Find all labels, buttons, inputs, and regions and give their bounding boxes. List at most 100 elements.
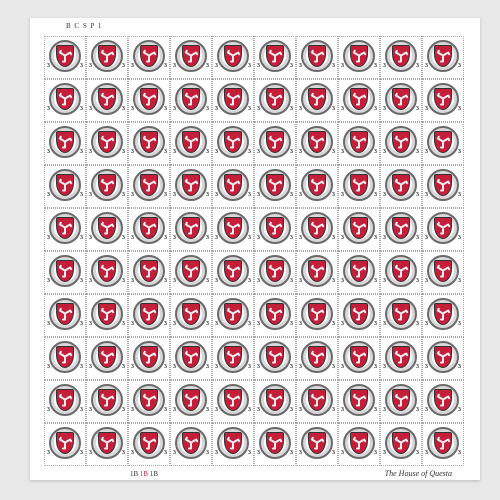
denom-left: 3 xyxy=(383,235,386,241)
denom-right: 3 xyxy=(332,450,335,456)
denom-left: 3 xyxy=(257,407,260,413)
denom-right: 3 xyxy=(80,278,83,284)
stamp: 3 3 xyxy=(212,79,254,122)
denom-right: 3 xyxy=(290,63,293,69)
denom-left: 3 xyxy=(215,321,218,327)
stamp: 3 3 xyxy=(254,380,296,423)
stamp: 3 3 xyxy=(170,208,212,251)
denom-left: 3 xyxy=(47,450,50,456)
stamp: 3 3 xyxy=(128,423,170,466)
denom-right: 3 xyxy=(164,364,167,370)
denom-left: 3 xyxy=(383,450,386,456)
stamp: 3 3 xyxy=(44,165,86,208)
stamp: 3 3 xyxy=(296,36,338,79)
denom-right: 3 xyxy=(248,278,251,284)
stamp: 3 3 xyxy=(296,79,338,122)
denom-left: 3 xyxy=(131,192,134,198)
denom-left: 3 xyxy=(425,192,428,198)
stamp: 3 3 xyxy=(296,208,338,251)
stamp: 3 3 xyxy=(254,251,296,294)
denom-left: 3 xyxy=(341,407,344,413)
stamp: 3 3 xyxy=(212,122,254,165)
denom-right: 3 xyxy=(332,106,335,112)
denom-right: 3 xyxy=(290,321,293,327)
denom-left: 3 xyxy=(215,106,218,112)
denom-right: 3 xyxy=(374,278,377,284)
stamp: 3 3 xyxy=(44,294,86,337)
stamp: 3 3 xyxy=(128,36,170,79)
stamp: 3 3 xyxy=(212,380,254,423)
denom-right: 3 xyxy=(164,106,167,112)
denom-right: 3 xyxy=(458,321,461,327)
stamp: 3 3 xyxy=(86,36,128,79)
stamp: 3 3 xyxy=(44,79,86,122)
denom-left: 3 xyxy=(299,364,302,370)
stamp: 3 3 xyxy=(296,423,338,466)
denom-right: 3 xyxy=(332,235,335,241)
stamp: 3 3 xyxy=(422,165,464,208)
denom-right: 3 xyxy=(290,235,293,241)
stamp: 3 3 xyxy=(170,380,212,423)
top-marking: B C S P 1 xyxy=(66,22,102,30)
denom-left: 3 xyxy=(425,235,428,241)
denom-left: 3 xyxy=(425,106,428,112)
denom-right: 3 xyxy=(458,149,461,155)
stamp: 3 3 xyxy=(422,423,464,466)
code-2: 1B xyxy=(140,470,148,478)
denom-right: 3 xyxy=(122,407,125,413)
denom-right: 3 xyxy=(458,278,461,284)
stamp: 3 3 xyxy=(128,294,170,337)
stamp: 3 3 xyxy=(128,337,170,380)
denom-left: 3 xyxy=(173,63,176,69)
stamp: 3 3 xyxy=(380,79,422,122)
denom-left: 3 xyxy=(215,450,218,456)
denom-right: 3 xyxy=(248,63,251,69)
denom-left: 3 xyxy=(89,149,92,155)
stamp: 3 3 xyxy=(212,251,254,294)
stamp: 3 3 xyxy=(170,251,212,294)
denom-right: 3 xyxy=(332,278,335,284)
stamp: 3 3 xyxy=(380,165,422,208)
stamp: 3 3 xyxy=(86,208,128,251)
stamp: 3 3 xyxy=(422,251,464,294)
stamp: 3 3 xyxy=(338,165,380,208)
stamp: 3 3 xyxy=(44,122,86,165)
denom-right: 3 xyxy=(80,192,83,198)
denom-right: 3 xyxy=(416,321,419,327)
denom-right: 3 xyxy=(164,63,167,69)
stamp: 3 3 xyxy=(44,36,86,79)
plate-codes: 1B 1B 1B xyxy=(130,470,158,478)
denom-left: 3 xyxy=(257,149,260,155)
denom-right: 3 xyxy=(374,450,377,456)
stamp: 3 3 xyxy=(254,337,296,380)
denom-right: 3 xyxy=(122,321,125,327)
denom-left: 3 xyxy=(257,364,260,370)
denom-right: 3 xyxy=(248,407,251,413)
denom-right: 3 xyxy=(416,407,419,413)
stamp: 3 3 xyxy=(128,208,170,251)
denom-right: 3 xyxy=(458,63,461,69)
denom-right: 3 xyxy=(206,235,209,241)
denom-right: 3 xyxy=(458,407,461,413)
stamp: 3 3 xyxy=(380,337,422,380)
denom-right: 3 xyxy=(164,450,167,456)
stamp: 3 3 xyxy=(338,122,380,165)
denom-right: 3 xyxy=(332,364,335,370)
denom-right: 3 xyxy=(122,450,125,456)
denom-right: 3 xyxy=(290,106,293,112)
denom-left: 3 xyxy=(131,407,134,413)
denom-right: 3 xyxy=(122,278,125,284)
stamp: 3 3 xyxy=(254,208,296,251)
stamp: 3 3 xyxy=(338,423,380,466)
stamp: 3 3 xyxy=(44,251,86,294)
denom-left: 3 xyxy=(215,63,218,69)
denom-right: 3 xyxy=(416,149,419,155)
denom-right: 3 xyxy=(206,192,209,198)
denom-left: 3 xyxy=(215,278,218,284)
stamp: 3 3 xyxy=(380,294,422,337)
denom-right: 3 xyxy=(458,364,461,370)
denom-left: 3 xyxy=(47,407,50,413)
denom-left: 3 xyxy=(131,278,134,284)
stamp: 3 3 xyxy=(86,165,128,208)
denom-right: 3 xyxy=(290,364,293,370)
